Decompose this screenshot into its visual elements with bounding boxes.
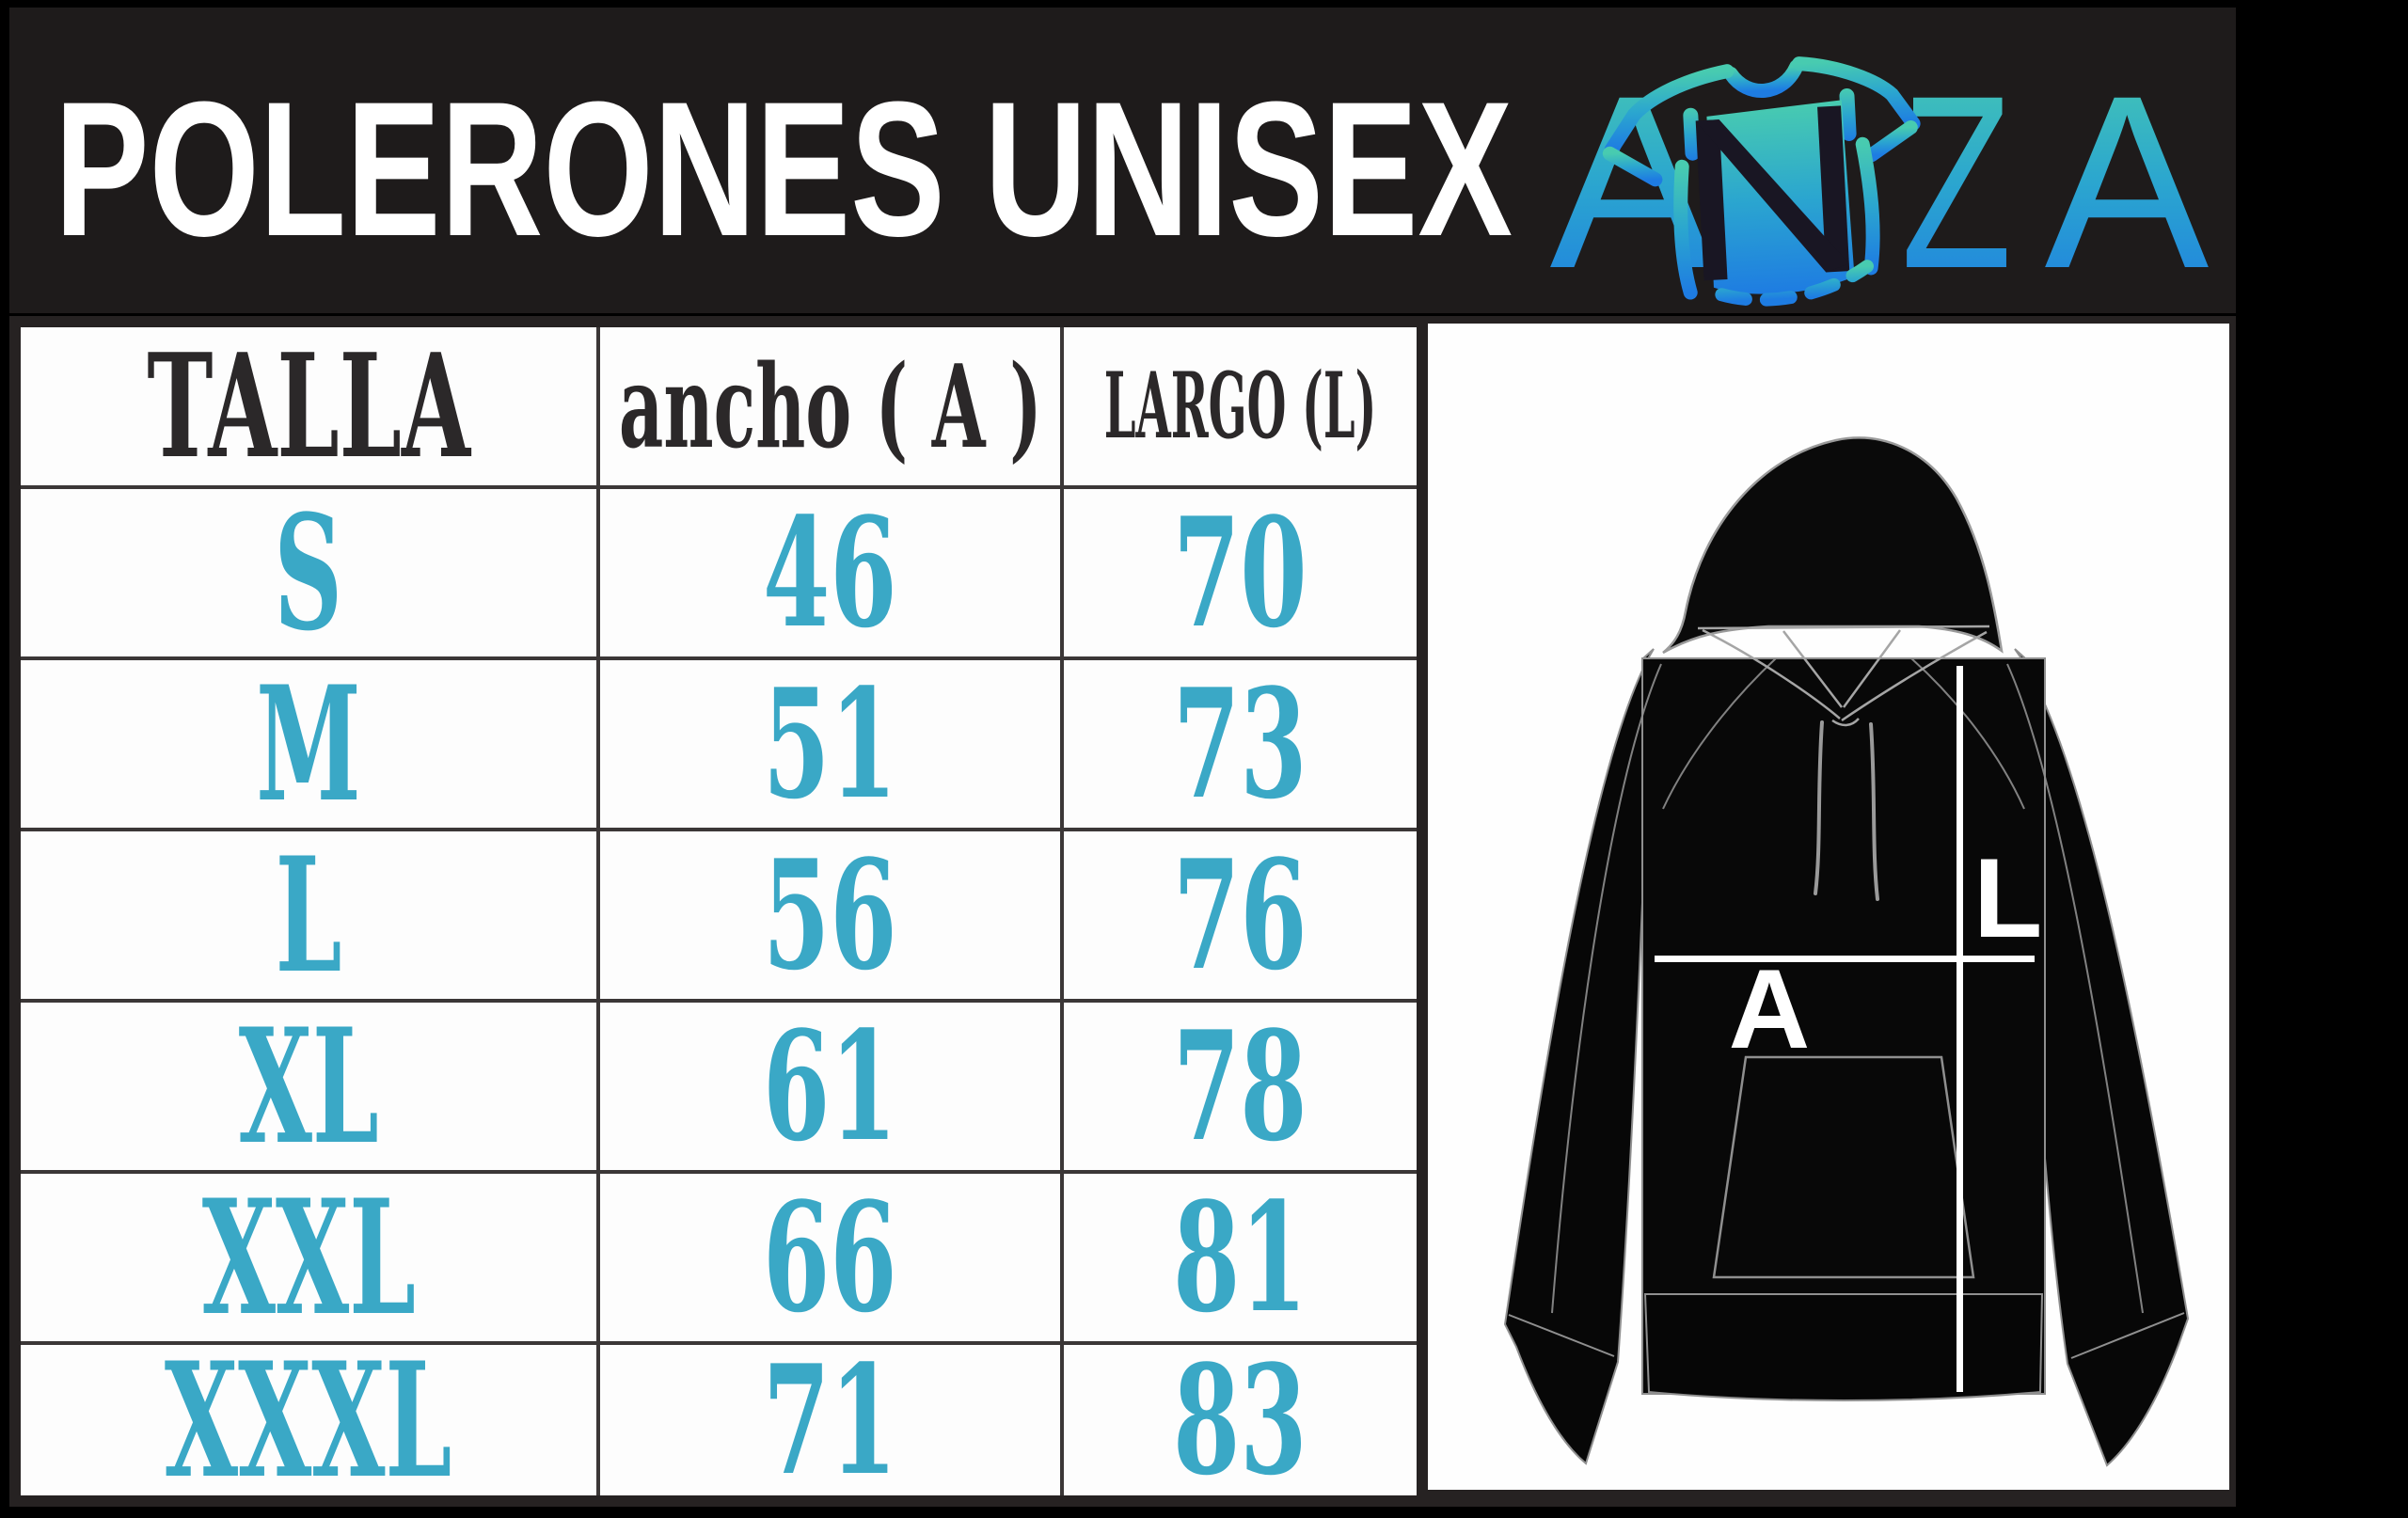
ancho-value: 61 (763, 1003, 897, 1174)
tshirt-dashed-hem (1715, 260, 1875, 307)
logo-letter-z: Z (1901, 44, 2012, 313)
largo-cell: 76 (1064, 831, 1417, 1003)
ancho-value: 56 (763, 831, 897, 1003)
kangaroo-pocket (1712, 1055, 1975, 1279)
size-cell: XXL (21, 1174, 600, 1345)
header-largo-label: LARGO (L) (1103, 353, 1377, 459)
largo-value: 70 (1173, 489, 1307, 660)
header-talla-label: TALLA (147, 327, 470, 489)
size-label: XXXL (165, 1345, 452, 1495)
ancho-value: 66 (763, 1174, 897, 1345)
header-ancho-label: ancho ( A ) (618, 339, 1042, 474)
ancho-cell: 71 (600, 1345, 1064, 1495)
width-measure-line (1655, 956, 2035, 962)
header-cell-talla: TALLA (21, 327, 600, 489)
largo-value: 81 (1173, 1174, 1307, 1345)
drawstrings (1814, 720, 1879, 901)
ancho-cell: 66 (600, 1174, 1064, 1345)
banner: POLERONES UNISEX A Z A (9, 8, 2236, 313)
largo-value: 78 (1173, 1003, 1307, 1174)
ancho-cell: 61 (600, 1003, 1064, 1174)
largo-cell: 81 (1064, 1174, 1417, 1345)
width-label: A (1729, 946, 1811, 1072)
hood-folds (1697, 625, 1990, 727)
length-measure-line (1956, 666, 1963, 1392)
size-label: L (275, 831, 342, 1003)
hoodie-diagram: A L (1428, 316, 2236, 1507)
size-label: XL (238, 1003, 379, 1174)
largo-cell: 73 (1064, 660, 1417, 831)
size-table: TALLA ancho ( A ) LARGO (L) S 46 70 M 51… (9, 316, 1428, 1507)
length-label: L (1973, 835, 2042, 961)
ancho-cell: 46 (600, 489, 1064, 660)
size-label: M (256, 660, 361, 831)
largo-value: 83 (1173, 1345, 1307, 1495)
size-cell: XL (21, 1003, 600, 1174)
ancho-value: 71 (763, 1345, 897, 1495)
header-cell-largo: LARGO (L) (1064, 327, 1417, 489)
left-sleeve (1503, 648, 1655, 1465)
size-label: XXL (201, 1174, 416, 1345)
ancho-cell: 56 (600, 831, 1064, 1003)
hoodie-illustration (1503, 436, 2190, 1467)
size-cell: L (21, 831, 600, 1003)
largo-value: 76 (1173, 831, 1307, 1003)
ancho-cell: 51 (600, 660, 1064, 831)
largo-cell: 78 (1064, 1003, 1417, 1174)
size-cell: M (21, 660, 600, 831)
logo-letter-n-shape (1695, 105, 1850, 281)
hem-band (1643, 1293, 2044, 1401)
size-cell: S (21, 489, 600, 660)
largo-value: 73 (1173, 660, 1307, 831)
largo-cell: 83 (1064, 1345, 1417, 1495)
page-title: POLERONES UNISEX (55, 62, 1513, 277)
ancho-value: 51 (763, 660, 897, 831)
size-label: S (274, 489, 343, 660)
logo-letter-a2: A (2045, 44, 2210, 313)
header-cell-ancho: ancho ( A ) (600, 327, 1064, 489)
ancho-value: 46 (763, 489, 897, 660)
tshirt-icon (1602, 56, 1921, 307)
size-cell: XXXL (21, 1345, 600, 1495)
largo-cell: 70 (1064, 489, 1417, 660)
torso (1641, 657, 2046, 1395)
